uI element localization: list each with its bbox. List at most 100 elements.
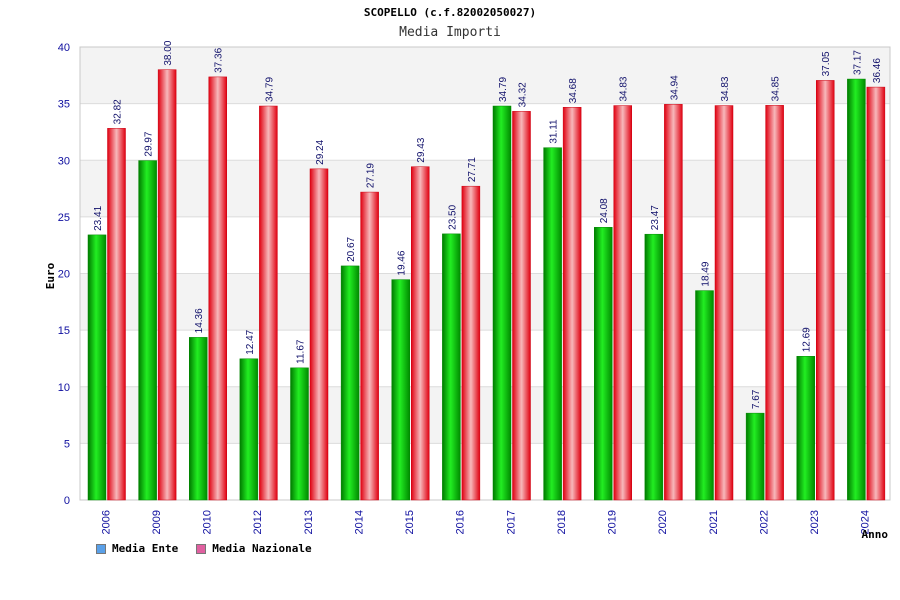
x-tick-label: 2017 [505,510,517,534]
x-tick-label: 2014 [353,510,365,534]
bar-nazionale [714,105,734,501]
bar-value-label: 19.46 [397,250,408,275]
y-tick-label: 5 [64,438,70,450]
y-tick-label: 25 [58,212,70,224]
bar-value-label: 23.47 [650,205,661,230]
x-tick-label: 2021 [708,510,720,534]
bar-value-label: 27.71 [467,157,478,182]
bar-ente [442,233,461,501]
bar-ente [745,412,765,501]
bar-nazionale [411,166,430,501]
legend-swatch-nazionale [196,543,207,554]
bar-value-label: 34.83 [619,76,630,101]
bar-ente [340,265,360,501]
y-tick-label: 10 [58,382,70,394]
y-axis-ticks: 0 5 10 15 20 25 30 35 40 [58,42,70,507]
bar-nazionale [259,105,278,501]
legend-item-ente: Media Ente [96,542,178,555]
x-tick-label: 2023 [809,510,821,534]
bar-value-label: 23.41 [93,205,104,230]
bars: 23.41 32.82 29.97 38.00 14.36 37.36 12.47 34.79… [87,40,886,501]
x-axis-title: Anno [862,528,889,541]
bar-value-label: 29.43 [416,137,427,162]
y-tick-label: 0 [64,495,70,507]
bar-ente [695,290,714,501]
bar-value-label: 34.79 [264,77,275,102]
bar-value-label: 29.24 [315,139,326,164]
bar-ente [189,337,208,501]
bar-value-label: 34.79 [498,77,509,102]
x-axis-ticks: 2006 2009 2010 2012 2013 2014 2015 2016 2017 2018… [100,510,871,534]
legend: Media Ente Media Nazionale [96,542,312,555]
y-tick-label: 15 [58,325,70,337]
bar-value-label: 37.05 [821,51,832,76]
bar-ente [543,147,562,501]
bar-ente [391,279,410,501]
bar-ente [847,78,866,501]
bar-nazionale [562,106,582,501]
legend-swatch-ente [96,543,106,554]
bar-value-label: 11.67 [296,339,307,364]
x-tick-label: 2024 [860,510,872,534]
bar-nazionale [309,168,329,501]
x-tick-label: 2010 [202,510,214,534]
bar-value-label: 37.17 [852,50,863,75]
x-tick-label: 2009 [151,510,163,534]
bar-value-label: 14.36 [194,308,205,333]
legend-label-nazionale: Media Nazionale [212,542,312,555]
bar-nazionale [765,105,784,501]
chart-subtitle: Media Importi [399,25,501,40]
bar-ente [239,358,259,501]
bar-nazionale [866,86,886,501]
bar-ente [138,160,157,501]
bar-nazionale [816,80,835,501]
x-tick-label: 2012 [252,510,264,534]
x-tick-label: 2022 [758,510,770,534]
y-tick-label: 35 [58,99,70,111]
bar-ente [290,367,309,501]
chart-title: SCOPELLO (c.f.82002050027) [363,6,537,19]
bar-nazionale [107,128,126,501]
x-tick-label: 2018 [556,510,568,534]
bar-ente [796,356,815,501]
x-tick-label: 2019 [607,510,619,534]
bar-value-label: 29.97 [144,131,155,156]
bar-ente [87,234,107,501]
x-tick-label: 2020 [657,510,669,534]
y-tick-label: 30 [58,155,70,167]
bar-value-label: 7.67 [751,389,762,409]
bar-value-label: 34.83 [720,76,731,101]
bar-value-label: 36.46 [872,58,883,83]
bar-value-label: 34.68 [568,78,579,103]
y-tick-label: 40 [58,42,70,54]
bar-ente [594,227,613,501]
bar-value-label: 23.50 [447,204,458,229]
bar-value-label: 31.11 [549,119,560,144]
legend-item-nazionale: Media Nazionale [196,542,312,555]
bar-value-label: 38.00 [163,40,174,65]
bar-nazionale [208,76,227,501]
bar-value-label: 37.36 [214,47,225,72]
bar-value-label: 20.67 [346,236,357,261]
bar-value-label: 18.49 [701,261,712,286]
y-axis-title: Euro [44,262,57,289]
plot-border [79,46,891,501]
bar-value-label: 12.69 [802,327,813,352]
bar-value-label: 27.19 [366,163,377,188]
bar-value-label: 12.47 [245,329,256,354]
bar-nazionale [360,191,379,501]
x-tick-label: 2016 [455,510,467,534]
grid-band [80,47,890,104]
bar-value-label: 34.85 [771,76,782,101]
bar-nazionale [461,185,481,501]
bar-nazionale [613,105,632,501]
bar-value-label: 32.82 [113,99,124,124]
x-tick-label: 2013 [303,510,315,534]
x-tick-label: 2006 [100,510,112,534]
bar-value-label: 34.32 [518,82,529,107]
bar-nazionale [664,104,683,501]
bar-nazionale [157,69,177,501]
bar-value-label: 24.08 [599,198,610,223]
legend-label-ente: Media Ente [112,542,179,555]
